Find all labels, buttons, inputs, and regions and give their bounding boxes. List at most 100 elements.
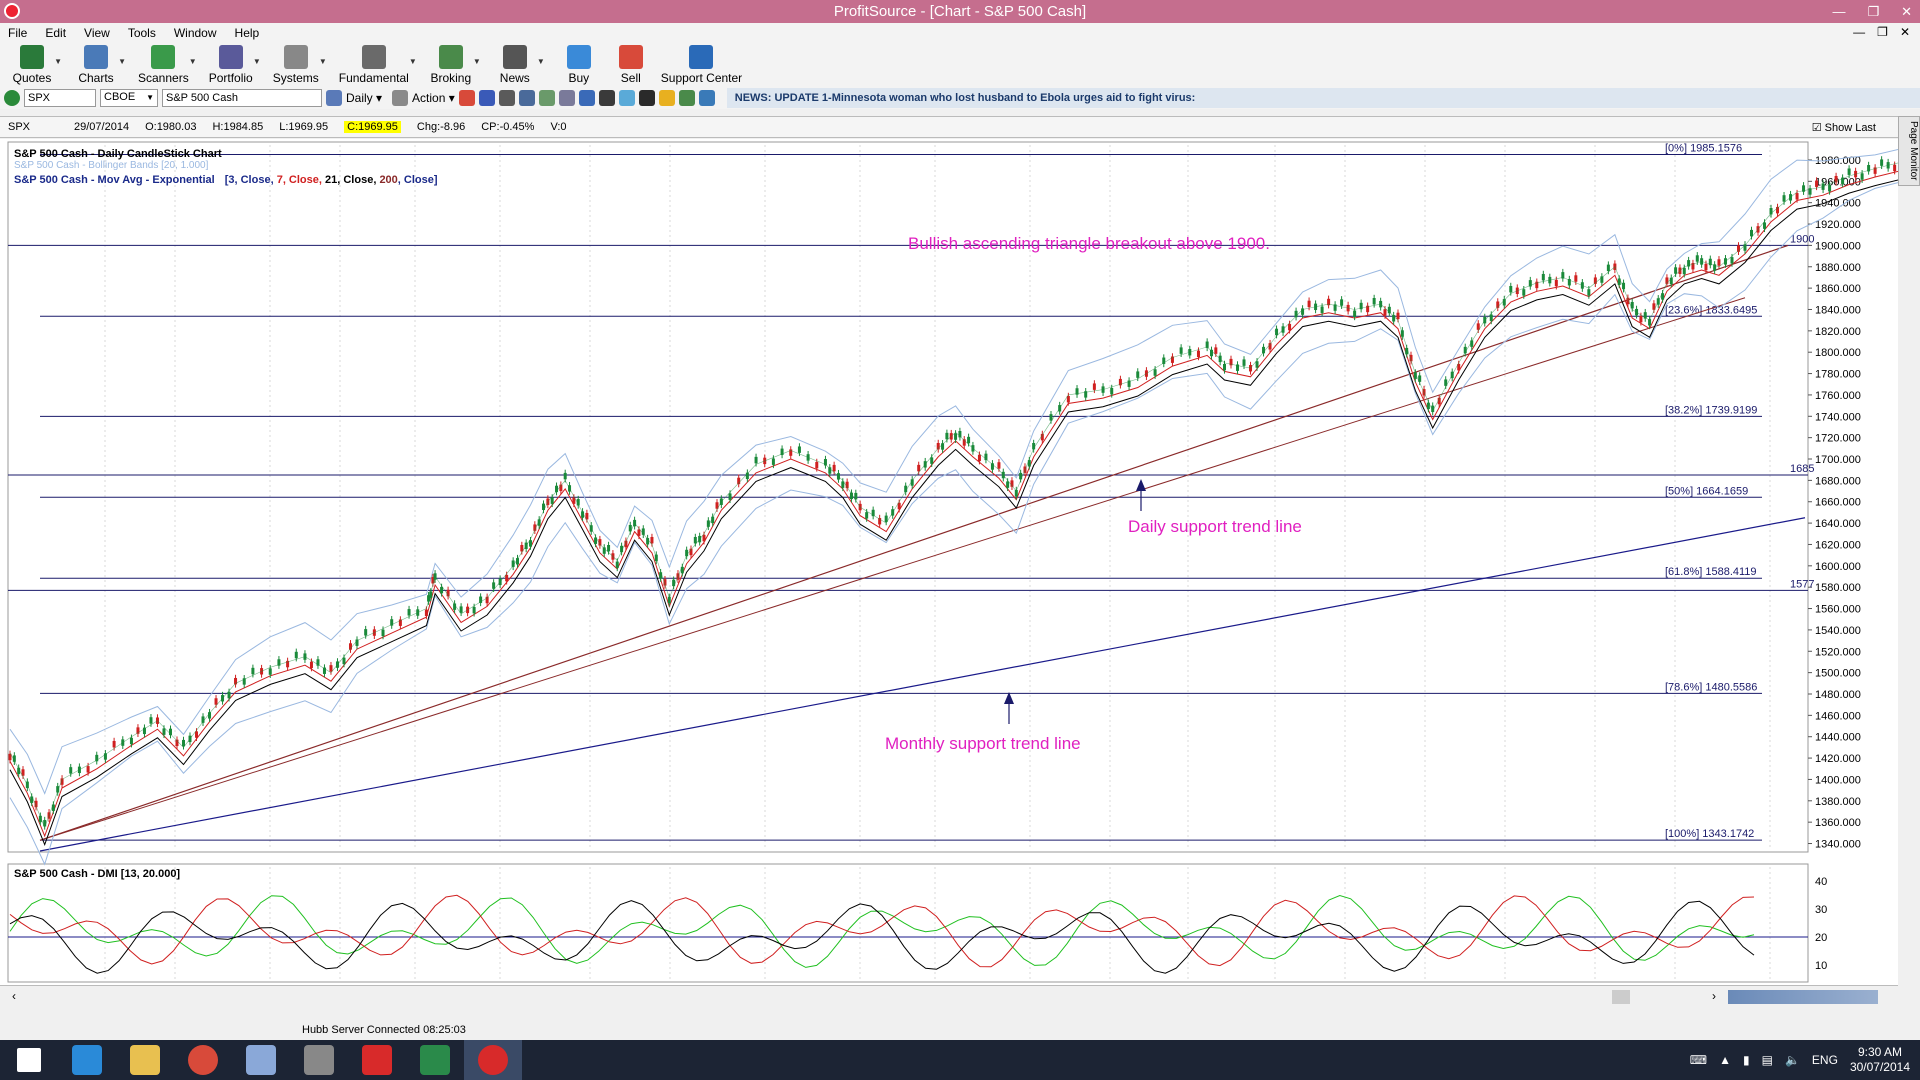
candle-body [537,519,541,526]
menu-file[interactable]: File [8,26,28,40]
chevron-down-icon[interactable]: ▼ [252,57,261,66]
chevron-down-icon[interactable]: ▼ [118,57,126,66]
taskbar-app[interactable] [174,1040,232,1080]
keyboard-icon[interactable]: ⌨ [1689,1053,1708,1067]
action-menu[interactable]: Action ▾ [412,91,455,105]
taskbar-app[interactable] [464,1040,522,1080]
dmi-y-tick-label: 20 [1815,932,1827,944]
toolbar-support-center-button[interactable]: Support Center [661,43,742,85]
chevron-down-icon[interactable]: ▼ [536,57,545,66]
toolbar-broking-button[interactable]: Broking ▼ [429,43,481,85]
candle-body [234,677,238,685]
chevron-down-icon[interactable]: ▼ [472,57,481,66]
save-icon[interactable] [478,90,495,106]
toolbar-charts-button[interactable]: Charts ▼ [74,43,126,85]
menu-edit[interactable]: Edit [45,26,67,40]
title-bar: ProfitSource - [Chart - S&P 500 Cash] — … [0,0,1920,23]
daily-trend-annotation: Daily support trend line [1128,517,1302,536]
candle-body [1567,279,1571,286]
candle-body [1066,395,1070,403]
taskbar-app[interactable] [290,1040,348,1080]
candle-body [1405,347,1409,355]
language-indicator[interactable]: ENG [1811,1053,1838,1067]
candle-body [715,502,719,509]
binoculars-icon[interactable] [638,90,655,106]
chart-area[interactable]: December2013FebruaryMarchAprilMayJuneJul… [0,139,1920,1007]
security-name-input[interactable] [162,89,322,107]
taskbar-app[interactable] [116,1040,174,1080]
bulb-icon[interactable] [618,90,635,106]
candle-body [1776,206,1780,214]
tray-expand-icon[interactable]: ▲ [1719,1053,1732,1067]
status-bar: Hubb Server Connected 08:25:03 [0,1020,1920,1040]
scroll-thumb[interactable] [1612,990,1630,1004]
profitsource-app-icon[interactable] [4,3,20,19]
toolbar-scanners-button[interactable]: Scanners ▼ [138,43,197,85]
toolbar-buy-button[interactable]: Buy [557,43,601,85]
dmi-panel-frame [7,863,1809,983]
y-axis-tick-label: 1540.000 [1815,625,1861,637]
chevron-down-icon[interactable]: ▼ [54,57,62,66]
go-icon[interactable] [4,90,20,106]
drawing-tools-icon[interactable] [598,90,615,106]
toolbar-news-button[interactable]: News ▼ [493,43,545,85]
y-axis-tick-label: 1800.000 [1815,347,1861,359]
taskbar-app[interactable] [58,1040,116,1080]
taskbar-app[interactable] [0,1040,58,1080]
battery-icon[interactable]: ▮ [1743,1053,1750,1067]
chart-tool-icon[interactable] [578,90,595,106]
candle-body [1214,347,1218,354]
chevron-down-icon[interactable]: ▼ [318,57,327,66]
mdi-minimize-button[interactable]: — [1853,25,1866,39]
candle-body [1880,159,1884,166]
indicator-icon[interactable] [538,90,555,106]
chevron-down-icon[interactable]: ▼ [188,57,197,66]
candle-body [424,609,428,617]
y-axis-tick-label: 1920.000 [1815,219,1861,231]
chevron-down-icon[interactable]: ▼ [408,57,417,66]
settings-icon[interactable] [498,90,515,106]
taskbar-app[interactable] [406,1040,464,1080]
menu-window[interactable]: Window [173,26,217,40]
bollinger-upper-band [9,146,1920,795]
chart-nav-controls[interactable] [1728,990,1878,1004]
trade-icon[interactable] [678,90,695,106]
candle-body [390,619,394,626]
scroll-left-icon[interactable]: ‹ [12,989,16,1003]
news-ticker[interactable]: NEWS: UPDATE 1-Minnesota woman who lost … [726,88,1920,108]
exchange-select[interactable]: CBOE ▼ [100,89,158,107]
down-arrow-icon[interactable] [458,90,475,106]
mdi-close-button[interactable]: ✕ [1899,25,1910,39]
star-icon[interactable] [658,90,675,106]
toolbar-systems-button[interactable]: Systems ▼ [273,43,327,85]
restore-button[interactable]: ❐ [1867,4,1880,19]
period-select[interactable]: Daily ▾ [346,91,383,105]
toolbar-portfolio-button[interactable]: Portfolio ▼ [209,43,261,85]
candle-body [572,497,576,504]
mdi-restore-button[interactable]: ❐ [1877,25,1888,39]
chart-scrollbar[interactable]: ‹ › [0,985,1898,1007]
menu-help[interactable]: Help [234,26,260,40]
menu-tools[interactable]: Tools [127,26,156,40]
toolbar-sell-button[interactable]: Sell [609,43,653,85]
show-last-checkbox[interactable]: ☑ Show Last [1811,121,1876,134]
scroll-right-icon[interactable]: › [1712,989,1716,1003]
candle-body [702,534,706,542]
volume-icon[interactable]: 🔈 [1784,1053,1800,1067]
close-button[interactable]: ✕ [1901,4,1912,19]
minimize-button[interactable]: — [1832,4,1846,19]
layout-icon[interactable] [558,90,575,106]
menu-view[interactable]: View [84,26,110,40]
print-icon[interactable] [518,90,535,106]
taskbar-app[interactable] [232,1040,290,1080]
network-icon[interactable]: ▤ [1761,1053,1773,1067]
report-icon[interactable] [698,90,715,106]
toolbar-quotes-button[interactable]: Quotes ▼ [10,43,62,85]
taskbar-app[interactable] [348,1040,406,1080]
symbol-input[interactable] [24,89,96,107]
clock[interactable]: 9:30 AM 30/07/2014 [1850,1045,1910,1075]
toolbar-fundamental-button[interactable]: Fundamental ▼ [339,43,417,85]
chart-svg[interactable]: December2013FebruaryMarchAprilMayJuneJul… [0,139,1920,1007]
broking-icon [438,45,463,69]
page-monitor-tab[interactable]: Page Monitor [1898,116,1920,186]
